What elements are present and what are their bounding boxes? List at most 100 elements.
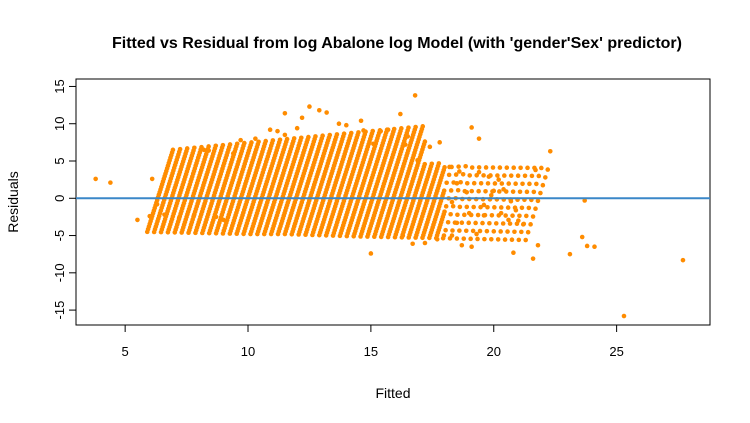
data-point	[450, 203, 456, 209]
data-point	[361, 128, 366, 133]
data-point	[402, 142, 408, 147]
data-point	[533, 206, 538, 212]
data-point	[442, 165, 447, 170]
data-point	[448, 211, 453, 217]
data-point	[227, 142, 233, 147]
data-point	[584, 243, 590, 249]
data-point	[466, 220, 472, 226]
data-point	[341, 131, 347, 137]
data-point	[454, 181, 460, 186]
data-point	[455, 187, 461, 193]
data-point	[256, 139, 261, 145]
data-point	[282, 132, 288, 138]
data-point	[621, 313, 627, 319]
data-point	[234, 141, 240, 147]
data-point	[371, 141, 376, 147]
y-axis: -15 -10 -5 0 5 10 15	[52, 79, 76, 319]
data-point	[481, 202, 487, 208]
data-point	[513, 181, 518, 186]
data-point	[441, 233, 447, 238]
data-point	[488, 192, 494, 198]
data-point	[518, 165, 523, 171]
data-point	[149, 176, 155, 182]
data-point	[464, 180, 470, 186]
data-point	[170, 147, 176, 153]
data-point	[525, 229, 531, 235]
data-point	[443, 204, 449, 209]
data-point	[530, 256, 536, 261]
data-point	[462, 212, 467, 218]
data-point	[398, 111, 403, 117]
data-point	[524, 213, 529, 219]
data-point	[463, 228, 469, 234]
data-point	[539, 165, 544, 171]
data-point	[481, 173, 486, 178]
data-point	[406, 125, 411, 130]
x-tick-label: 5	[122, 344, 129, 359]
x-tick-label: 20	[487, 344, 501, 359]
data-point	[213, 143, 219, 149]
data-point	[263, 138, 269, 144]
data-point	[445, 219, 451, 225]
x-tick-label: 25	[609, 344, 623, 359]
data-point	[471, 204, 476, 210]
data-point	[517, 213, 522, 219]
data-point	[463, 163, 468, 169]
data-point	[93, 176, 98, 182]
data-point	[567, 251, 573, 257]
data-point	[540, 182, 546, 188]
data-point	[482, 236, 487, 242]
data-point	[524, 189, 530, 195]
data-point	[206, 144, 211, 149]
data-point	[422, 240, 428, 246]
data-point	[502, 237, 508, 242]
data-point	[476, 169, 482, 175]
data-point	[498, 210, 504, 216]
data-point	[538, 190, 543, 196]
data-point	[324, 110, 329, 115]
data-point	[422, 161, 428, 167]
data-point	[487, 220, 492, 226]
data-point	[320, 133, 325, 139]
data-point	[458, 179, 463, 185]
data-point	[496, 177, 501, 182]
data-point	[509, 237, 515, 243]
data-point	[457, 169, 462, 174]
data-point	[506, 181, 512, 186]
data-point	[422, 139, 428, 144]
data-point	[523, 237, 528, 243]
data-point	[511, 165, 517, 171]
data-point	[491, 229, 497, 234]
scatter-points	[93, 93, 686, 319]
data-point	[520, 181, 525, 187]
data-point	[275, 128, 280, 134]
x-axis-label: Fitted	[375, 385, 410, 401]
data-point	[135, 217, 140, 223]
y-tick-label: -5	[52, 230, 67, 242]
plot-area-frame	[75, 78, 711, 326]
data-point	[368, 251, 374, 256]
data-point	[108, 180, 113, 185]
data-point	[358, 118, 364, 124]
data-point	[191, 213, 197, 218]
data-point	[434, 236, 440, 242]
data-point	[500, 221, 506, 226]
x-tick-label: 10	[241, 344, 255, 359]
data-point	[370, 128, 376, 134]
data-point	[485, 181, 491, 186]
data-point	[177, 146, 183, 152]
data-point	[400, 233, 406, 238]
data-point	[201, 147, 207, 153]
data-point	[456, 164, 461, 169]
data-point	[454, 220, 460, 226]
data-point	[476, 136, 482, 141]
data-point	[242, 140, 247, 146]
data-point	[535, 198, 541, 204]
data-point	[497, 165, 503, 170]
data-point	[469, 244, 474, 250]
data-point	[478, 204, 483, 210]
data-point	[291, 136, 297, 141]
data-point	[461, 236, 467, 241]
data-point	[221, 217, 226, 223]
